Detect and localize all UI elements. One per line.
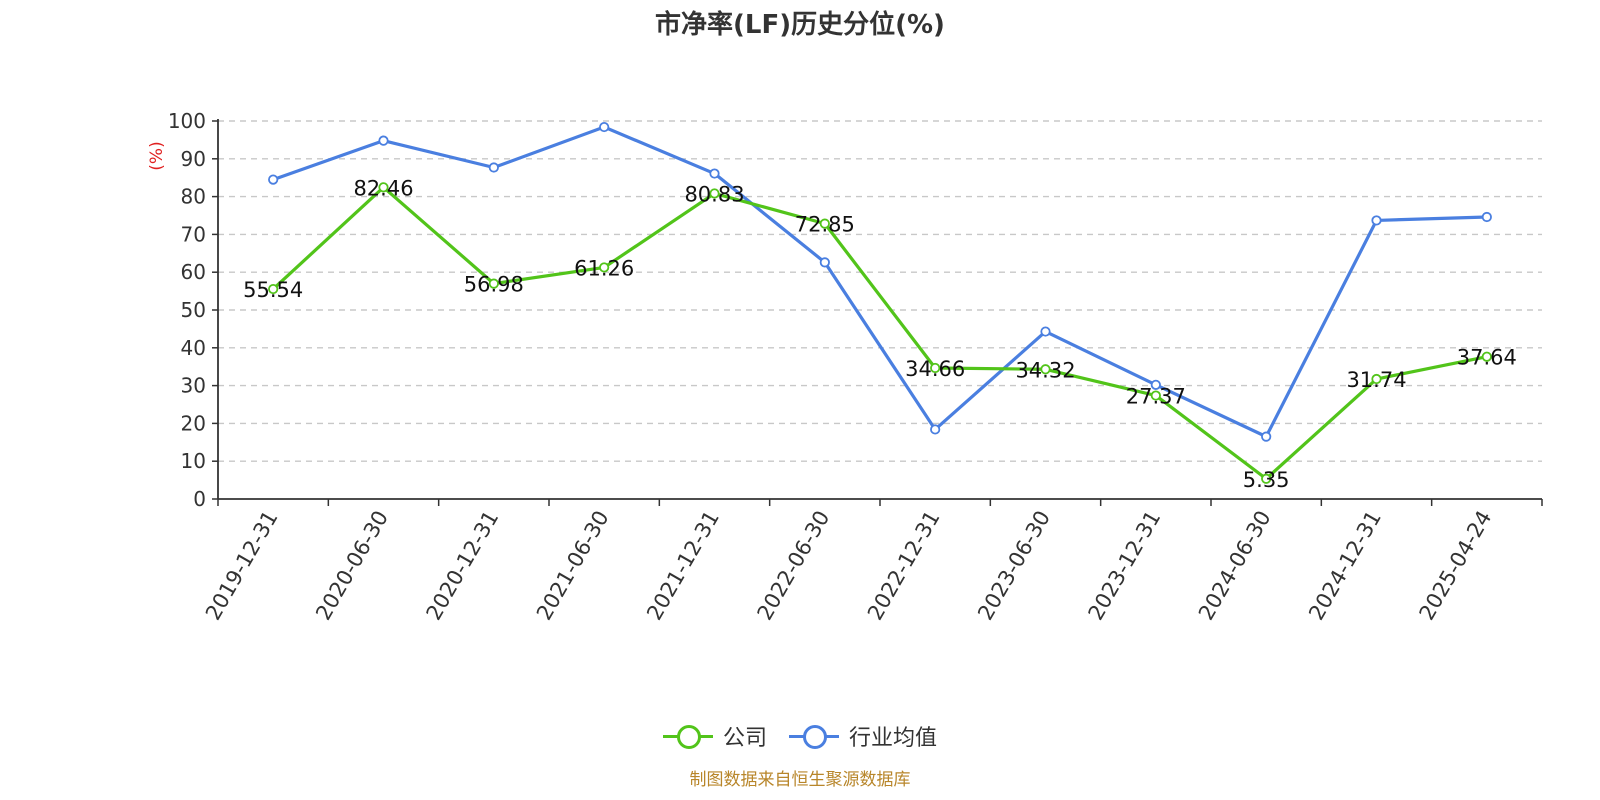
data-label-2023-12-31: 27.37 xyxy=(1126,385,1186,409)
data-label-2025-04-24: 37.64 xyxy=(1457,346,1517,370)
data-point-company-2022-12-31 xyxy=(930,362,941,374)
x-tick-label-2022-12-31: 2022-12-31 xyxy=(863,507,945,625)
data-point-industry-average-2021-12-31 xyxy=(709,168,720,179)
data-label-2023-06-30: 34.32 xyxy=(1015,358,1075,382)
y-tick-label-30: 30 xyxy=(181,374,206,398)
data-point-industry-average-2023-06-30 xyxy=(1040,326,1051,337)
data-point-industry-average-2022-12-31 xyxy=(930,424,941,435)
data-label-2024-06-30: 5.35 xyxy=(1243,468,1290,492)
data-point-company-2019-12-31 xyxy=(268,283,279,295)
grid-layer xyxy=(218,120,1542,462)
data-point-industry-average-2022-06-30 xyxy=(819,257,830,268)
y-axis-unit-label: (%) xyxy=(147,141,167,170)
legend-item-industry-average[interactable]: 行业均值 xyxy=(789,720,937,752)
data-point-industry-average-2020-12-31 xyxy=(488,162,499,173)
legend-swatch-company xyxy=(662,724,713,749)
y-tick-label-60: 60 xyxy=(181,260,206,284)
legend: 公司 行业均值 xyxy=(0,720,1600,752)
data-point-industry-average-2023-12-31 xyxy=(1150,379,1161,390)
data-point-industry-average-2019-12-31 xyxy=(268,174,279,185)
data-label-2022-06-30: 72.85 xyxy=(795,213,855,237)
legend-label-industry-average: 行业均值 xyxy=(849,726,938,751)
x-tick-label-2019-12-31: 2019-12-31 xyxy=(201,507,283,625)
source-note: 制图数据来自恒生聚源数据库 xyxy=(689,770,911,790)
data-label-2021-12-31: 80.83 xyxy=(684,182,744,206)
x-tick-label-2021-12-31: 2021-12-31 xyxy=(642,507,724,625)
x-tick-label-2022-06-30: 2022-06-30 xyxy=(753,507,835,625)
data-label-layer: 55.54 82.46 56.98 61.26 80.83 72.85 34.66 34.32… xyxy=(243,176,1517,491)
data-label-2020-12-31: 56.98 xyxy=(464,273,524,297)
data-point-company-2025-04-24 xyxy=(1481,351,1492,362)
legend-swatch-industry-average xyxy=(789,724,839,749)
series-line-company xyxy=(272,185,1488,481)
data-label-2022-12-31: 34.66 xyxy=(905,357,965,381)
data-point-industry-average-2024-12-31 xyxy=(1371,215,1382,226)
data-label-2024-12-31: 31.74 xyxy=(1346,368,1406,392)
data-point-industry-average-2021-06-30 xyxy=(599,121,610,133)
y-tick-label-20: 20 xyxy=(181,411,206,435)
data-point-industry-average-2024-06-30 xyxy=(1261,431,1272,442)
data-point-company-2021-12-31 xyxy=(709,188,720,199)
y-tick-label-70: 70 xyxy=(181,222,206,246)
data-point-company-2022-06-30 xyxy=(819,218,830,229)
y-tick-label-10: 10 xyxy=(181,449,206,473)
y-tick-label-90: 90 xyxy=(181,147,206,171)
x-tick-label-2023-12-31: 2023-12-31 xyxy=(1084,507,1166,625)
data-point-company-2023-06-30 xyxy=(1040,364,1051,375)
data-point-company-2021-06-30 xyxy=(599,262,610,273)
x-tick-label-2024-06-30: 2024-06-30 xyxy=(1194,507,1276,625)
data-label-2021-06-30: 61.26 xyxy=(574,256,634,280)
data-point-company-2020-12-31 xyxy=(488,278,499,289)
x-tick-label-2025-04-24: 2025-04-24 xyxy=(1415,507,1497,625)
y-tick-label-100: 100 xyxy=(168,109,206,133)
y-tick-label-50: 50 xyxy=(181,298,206,322)
x-tick-label-2020-12-31: 2020-12-31 xyxy=(422,507,504,625)
legend-item-company[interactable]: 公司 xyxy=(662,720,767,752)
chart-title: 市净率(LF)历史分位(%) xyxy=(655,10,945,40)
x-tick-label-2021-06-30: 2021-06-30 xyxy=(532,507,614,625)
data-point-company-2020-06-30 xyxy=(378,182,389,193)
data-point-industry-average-2025-04-24 xyxy=(1481,211,1492,223)
legend-label-company: 公司 xyxy=(722,726,767,751)
data-point-industry-average-2020-06-30 xyxy=(378,135,389,146)
series-layer xyxy=(268,121,1492,484)
data-point-company-2024-12-31 xyxy=(1371,373,1382,385)
x-tick-label-2020-06-30: 2020-06-30 xyxy=(311,507,393,625)
y-tick-label-80: 80 xyxy=(181,185,206,209)
data-point-company-2023-12-31 xyxy=(1150,390,1161,401)
data-point-company-2024-06-30 xyxy=(1261,473,1272,484)
y-tick-label-40: 40 xyxy=(181,336,206,360)
x-tick-label-2024-12-31: 2024-12-31 xyxy=(1304,507,1386,625)
x-tick-label-2023-06-30: 2023-06-30 xyxy=(973,507,1055,625)
data-label-2020-06-30: 82.46 xyxy=(353,176,413,200)
y-tick-label-0: 0 xyxy=(193,487,206,511)
series-line-industry-average xyxy=(272,125,1487,439)
data-label-2019-12-31: 55.54 xyxy=(243,278,303,302)
